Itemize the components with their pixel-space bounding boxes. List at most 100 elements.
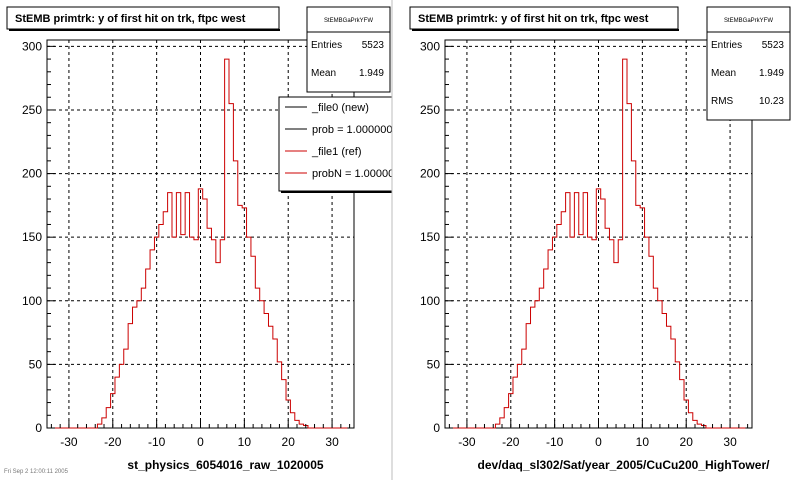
stats-name: StEMBGaPrkYFW	[724, 18, 773, 24]
x-tick-label: -30	[60, 435, 78, 449]
histogram-bin	[627, 104, 631, 428]
histogram-bin	[570, 237, 574, 428]
y-tick-label: 0	[433, 421, 440, 435]
stats-label: Entries	[311, 40, 342, 51]
histogram-bin	[614, 263, 618, 428]
histogram-bin	[513, 377, 517, 428]
histogram-bin	[137, 301, 141, 428]
histogram-bin	[675, 362, 679, 428]
histogram-bin	[97, 424, 101, 428]
histogram-bin	[579, 235, 583, 428]
histogram-bin	[671, 339, 675, 428]
histogram-bin	[697, 424, 701, 428]
x-tick-label: -10	[546, 435, 564, 449]
histogram-bin	[552, 237, 556, 428]
histogram-bin	[172, 237, 176, 428]
histogram-bin	[211, 240, 215, 428]
histogram-bin	[601, 199, 605, 428]
x-tick-label: -10	[148, 435, 166, 449]
histogram-series	[451, 58, 746, 429]
stats-value: 5523	[762, 40, 785, 51]
y-tick-label: 0	[35, 421, 42, 435]
stats-label: RMS	[711, 96, 734, 107]
legend-label: probN = 1.000000	[312, 168, 400, 180]
x-tick-label: 10	[636, 435, 650, 449]
y-tick-label: 200	[22, 167, 42, 181]
legend-body: _file0 (new) prob = 1.000000 _file1 (ref) p…	[278, 96, 400, 193]
y-tick-label: 100	[420, 294, 440, 308]
histogram-bin	[124, 349, 128, 428]
histogram-bin	[526, 324, 530, 428]
y-tick-label: 150	[22, 230, 42, 244]
histogram-bin	[666, 326, 670, 428]
histogram-bin	[216, 263, 220, 428]
histogram-bin	[133, 307, 137, 428]
histogram-bin	[190, 237, 194, 428]
histogram-bin	[299, 424, 303, 428]
x-axis-label: st_physics_6054016_raw_1020005	[127, 458, 323, 472]
histogram-bin	[163, 212, 167, 428]
histogram-bin	[592, 240, 596, 428]
stats-box	[306, 6, 391, 93]
histogram-bin	[194, 240, 198, 428]
histogram-bin	[588, 237, 592, 428]
histogram-bin	[539, 288, 543, 428]
histogram-bin	[680, 380, 684, 428]
y-tick-label: 50	[427, 357, 441, 371]
histogram-bin	[220, 240, 224, 428]
histogram-bin	[495, 424, 499, 428]
histogram-bin	[535, 301, 539, 428]
histogram-bin	[282, 380, 286, 428]
histogram-bin	[688, 413, 692, 428]
y-tick-label: 50	[29, 357, 43, 371]
histogram-bin	[649, 256, 653, 428]
histogram-bin	[517, 364, 521, 428]
histogram-bin	[141, 288, 145, 428]
legend-box	[278, 96, 392, 192]
y-tick-label: 100	[22, 294, 42, 308]
histogram-bin	[631, 161, 635, 428]
histogram-bin	[658, 301, 662, 428]
histogram-bin	[522, 349, 526, 428]
histogram-bin	[154, 237, 158, 428]
histogram-bin	[198, 189, 202, 428]
histogram-panel-2: -30 -20 -10 0 10 20 30050100150200250300dev/da…	[409, 6, 791, 472]
print-footer: Fri Sep 2 12:00:11 2005	[4, 469, 68, 475]
stats-value: 5523	[362, 40, 385, 51]
legend-label: prob = 1.000000	[312, 124, 392, 136]
histogram-bin	[106, 408, 110, 428]
histogram-bin	[238, 205, 242, 428]
y-tick-label: 250	[420, 103, 440, 117]
histogram-bin	[645, 237, 649, 428]
y-tick-label: 250	[22, 103, 42, 117]
chart-title: StEMB primtrk: y of first hit on trk, ft…	[15, 13, 246, 25]
stats-name: StEMBGaPrkYFW	[324, 18, 373, 24]
histogram-bin	[181, 235, 185, 428]
x-tick-label: 20	[680, 435, 694, 449]
stats-value: 1.949	[759, 68, 784, 79]
histogram-bin	[247, 237, 251, 428]
histogram-bin	[128, 324, 132, 428]
x-tick-label: 30	[723, 435, 737, 449]
histogram-bin	[566, 193, 570, 428]
stats-label: Entries	[711, 40, 742, 51]
histogram-bin	[574, 193, 578, 428]
y-tick-label: 200	[420, 167, 440, 181]
histogram-panel-1: -30 -20 -10 0 10 20 30050100150200250300st_phy…	[6, 6, 400, 472]
histogram-bin	[168, 193, 172, 428]
histogram-bin	[229, 104, 233, 428]
histogram-bin	[176, 193, 180, 428]
histogram-bin	[609, 240, 613, 428]
histogram-bin	[185, 193, 189, 428]
histogram-bin	[531, 307, 535, 428]
histogram-bin	[636, 205, 640, 428]
y-tick-label: 300	[22, 39, 42, 53]
histogram-bin	[653, 288, 657, 428]
stats-value: 10.23	[759, 96, 784, 107]
histogram-bin	[557, 224, 561, 428]
histogram-bin	[640, 208, 644, 428]
x-tick-label: -20	[104, 435, 122, 449]
histogram-bin	[623, 59, 627, 428]
stats-label: Mean	[711, 68, 736, 79]
x-tick-label: 0	[595, 435, 602, 449]
